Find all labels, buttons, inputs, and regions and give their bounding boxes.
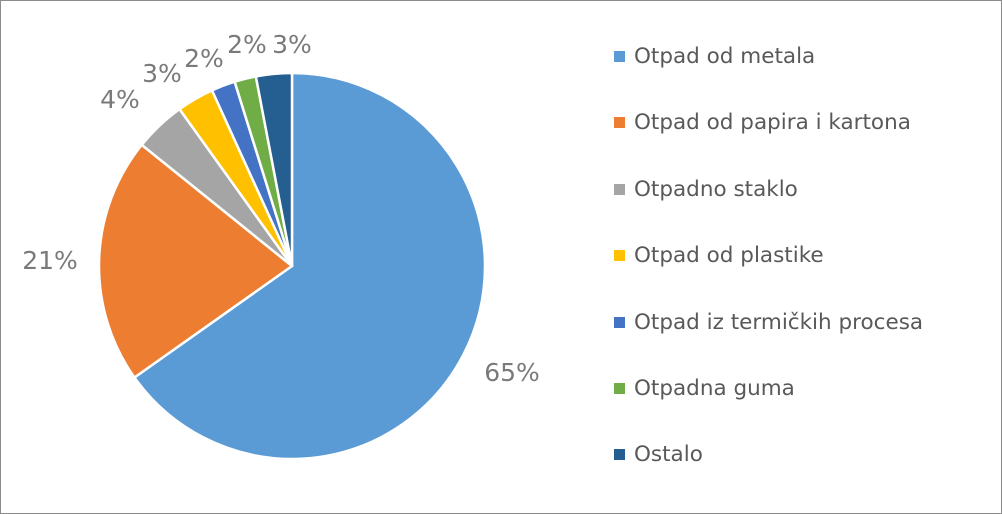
legend-swatch: [614, 382, 625, 394]
legend-label: Otpad iz termičkih procesa: [634, 309, 924, 335]
legend-label: Otpad od plastike: [634, 243, 824, 269]
slice-percent-label: 4%: [100, 85, 140, 114]
legend-label: Otpadno staklo: [634, 176, 798, 202]
legend-swatch: [614, 449, 625, 461]
slice-percent-label: 3%: [272, 30, 312, 59]
legend-item-metal: Otpad od metala: [614, 44, 994, 69]
legend-swatch: [614, 51, 625, 62]
legend-swatch: [614, 250, 625, 262]
legend-swatch: [614, 117, 625, 129]
legend-item-plastic: Otpad od plastike: [614, 243, 994, 269]
legend: Otpad od metala Otpad od papira i karton…: [614, 45, 994, 510]
slice-percent-label: 21%: [22, 246, 78, 275]
pie-slice: [254, 71, 294, 268]
legend-swatch: [614, 183, 625, 195]
legend-label: Ostalo: [634, 442, 703, 468]
slice-percent-label: 65%: [484, 358, 540, 387]
slice-percent-label: 3%: [142, 59, 182, 88]
legend-item-rubber: Otpadna guma: [614, 375, 994, 401]
legend-item-thermal: Otpad iz termičkih procesa: [614, 309, 994, 335]
pie-slice: [133, 71, 487, 461]
legend-swatch: [614, 316, 625, 328]
legend-item-glass: Otpadno staklo: [614, 176, 994, 202]
legend-item-paper: Otpad od papira i kartona: [614, 110, 994, 136]
pie-slice: [97, 143, 294, 379]
legend-label: Otpad od papira i kartona: [634, 110, 911, 136]
slice-percent-label: 2%: [184, 44, 224, 73]
legend-item-other: Ostalo: [614, 442, 994, 468]
legend-label: Otpadna guma: [634, 375, 795, 401]
slice-percent-label: 2%: [227, 30, 267, 59]
legend-label: Otpad od metala: [634, 44, 816, 69]
